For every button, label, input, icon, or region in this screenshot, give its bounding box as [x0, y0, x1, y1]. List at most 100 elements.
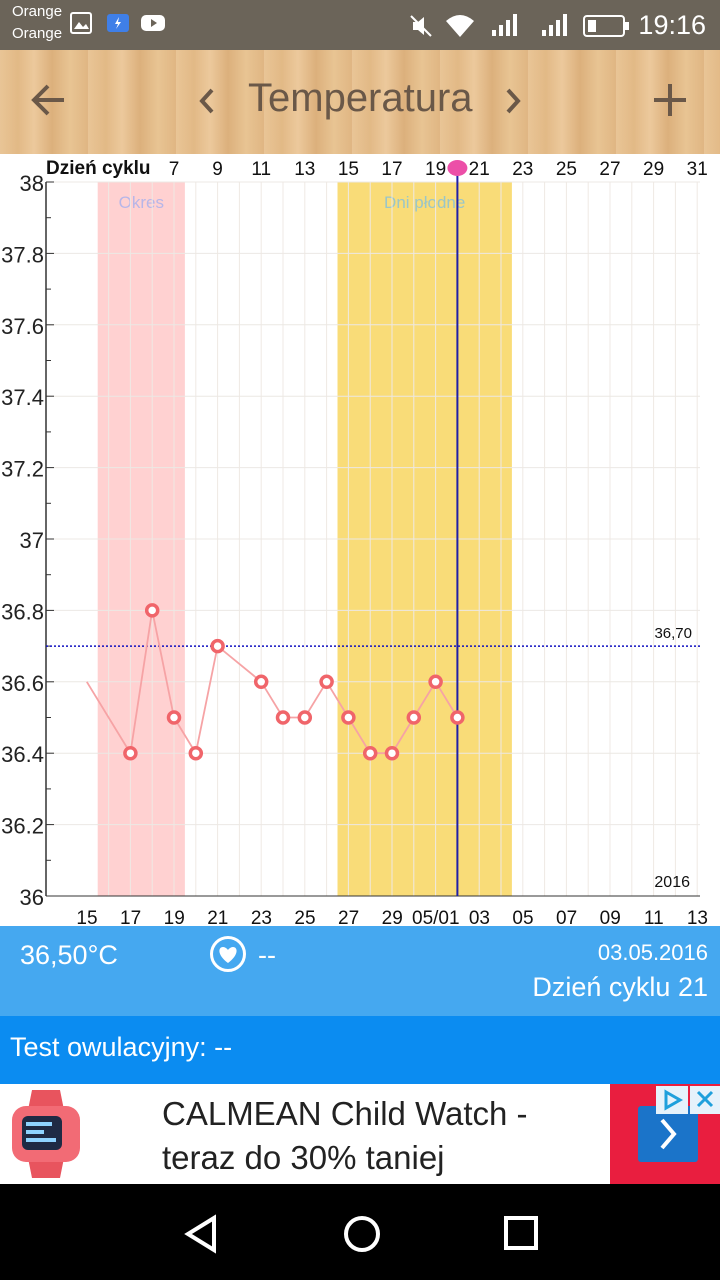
date-tick-13: 11: [644, 908, 664, 926]
chart-svg[interactable]: Okres Dni płodne 36 36.2 36.4 36.6 36.8 37 37.2 3…: [0, 154, 720, 929]
carrier-2: Orange: [12, 25, 63, 42]
date-tick-2: 19: [164, 908, 185, 926]
y-tick-label-0: 36: [20, 885, 44, 910]
smartwatch-image: [4, 1090, 88, 1183]
arrow-left-icon: [28, 84, 68, 124]
temperature-point: [188, 745, 204, 761]
wifi-icon: [444, 13, 476, 44]
cycle-day-tick-4: 15: [338, 159, 359, 180]
y-tick-label-10: 38: [20, 171, 44, 196]
date-tick-8: 05/01: [412, 908, 460, 926]
cycle-day-tick-3: 13: [294, 159, 315, 180]
temperature-point: [406, 710, 422, 725]
mute-icon: [408, 13, 434, 44]
date-tick-7: 29: [382, 908, 403, 926]
temperature-point: [319, 674, 334, 690]
page-title: Temperatura: [248, 76, 473, 120]
date-tick-11: 07: [556, 908, 577, 926]
plus-icon: [650, 84, 690, 124]
cycle-day-tick-0: 7: [169, 159, 180, 180]
y-tick-label-1: 36.2: [1, 814, 44, 839]
temperature-point: [362, 745, 378, 761]
cycle-day-tick-9: 25: [556, 159, 577, 180]
temperature-point: [275, 710, 291, 725]
y-tick-label-2: 36.4: [1, 742, 44, 767]
chevron-right-icon: [498, 88, 528, 122]
ad-text: CALMEAN Child Watch - teraz do 30% tanie…: [162, 1092, 528, 1180]
chevron-left-icon: [192, 88, 222, 122]
band-label-1: Dni płodne: [384, 193, 465, 212]
y-tick-label-7: 37.4: [1, 385, 44, 410]
carrier-1: Orange: [12, 3, 63, 20]
y-tick-label-8: 37.6: [1, 314, 44, 339]
toolbar: Temperatura: [0, 50, 720, 154]
cycle-day-tick-5: 17: [381, 159, 402, 180]
cover-line-label: 36,70: [654, 625, 692, 642]
date-tick-3: 21: [207, 908, 228, 926]
y-tick-label-6: 37.2: [1, 457, 44, 482]
top-axis-title: Dzień cyklu: [46, 158, 151, 179]
cycle-day-tick-7: 21: [469, 159, 490, 180]
date-tick-9: 03: [469, 908, 490, 926]
cycle-day-tick-6: 19: [425, 159, 446, 180]
temperature-point: [144, 603, 160, 618]
y-tick-label-9: 37.8: [1, 242, 44, 267]
temperature-point: [123, 745, 138, 761]
prev-period-button[interactable]: [192, 84, 222, 123]
cycle-day-tick-11: 29: [643, 159, 664, 180]
cycle-day-tick-2: 11: [251, 159, 271, 180]
temperature-point: [450, 710, 465, 725]
y-tick-label-4: 36.8: [1, 599, 44, 624]
chevron-right-icon: [638, 1106, 698, 1167]
day-info-bar[interactable]: 36,50°C -- 03.05.2016 Dzień cyklu 21: [0, 926, 720, 1016]
navigation-bar: [0, 1184, 720, 1280]
cycle-day-label: Dzień cyklu 21: [532, 972, 708, 1002]
clock: 19:16: [638, 10, 706, 40]
temperature-point: [166, 710, 182, 725]
cycle-day-tick-8: 23: [512, 159, 533, 180]
ovulation-test-bar[interactable]: Test owulacyjny: --: [0, 1016, 720, 1084]
back-button[interactable]: [28, 80, 68, 125]
temperature-point: [210, 638, 225, 654]
heart-value: --: [258, 940, 276, 970]
youtube-icon: [140, 12, 166, 39]
band-label-0: Okres: [119, 193, 164, 212]
date-tick-4: 23: [251, 908, 272, 926]
cycle-day-tick-1: 9: [212, 159, 223, 180]
add-button[interactable]: [650, 80, 690, 125]
cycle-day-tick-12: 31: [687, 159, 708, 180]
heart-icon[interactable]: [210, 936, 246, 972]
temperature-point: [384, 745, 400, 761]
cycle-day-tick-10: 27: [599, 159, 620, 180]
signal-icon-2: [540, 12, 570, 43]
temperature-chart[interactable]: Okres Dni płodne 36 36.2 36.4 36.6 36.8 37 37.2 3…: [0, 154, 720, 929]
y-tick-label-5: 37: [20, 528, 44, 553]
image-icon: [70, 12, 92, 39]
temperature-series-line: [86, 610, 459, 756]
ovulation-test-label: Test owulacyjny: --: [10, 1032, 233, 1062]
ad-banner[interactable]: CALMEAN Child Watch - teraz do 30% tanie…: [0, 1084, 720, 1184]
battery-icon: [582, 13, 630, 44]
circle-home-icon[interactable]: [340, 1212, 384, 1261]
signal-icon: [490, 12, 520, 43]
temperature-value: 36,50°C: [20, 940, 118, 970]
temperature-point: [341, 710, 356, 725]
adchoices-icon[interactable]: [656, 1086, 688, 1119]
status-bar: Orange Orange 19:16: [0, 0, 720, 50]
square-recents-icon[interactable]: [502, 1214, 542, 1259]
triangle-back-icon[interactable]: [180, 1212, 224, 1261]
ad-line-2: teraz do 30% taniej: [162, 1139, 445, 1176]
ovulation-marker: [447, 160, 468, 176]
temperature-point: [428, 674, 443, 690]
next-period-button[interactable]: [498, 84, 528, 123]
date-tick-12: 09: [600, 908, 621, 926]
date-tick-0: 15: [76, 908, 97, 926]
year-label: 2016: [654, 874, 690, 891]
close-icon[interactable]: [690, 1086, 720, 1119]
date-tick-14: 13: [687, 908, 708, 926]
date-tick-1: 17: [120, 908, 141, 926]
date-tick-5: 25: [294, 908, 315, 926]
date-tick-10: 05: [512, 908, 533, 926]
temperature-point: [297, 710, 313, 725]
temperature-point: [253, 674, 269, 690]
